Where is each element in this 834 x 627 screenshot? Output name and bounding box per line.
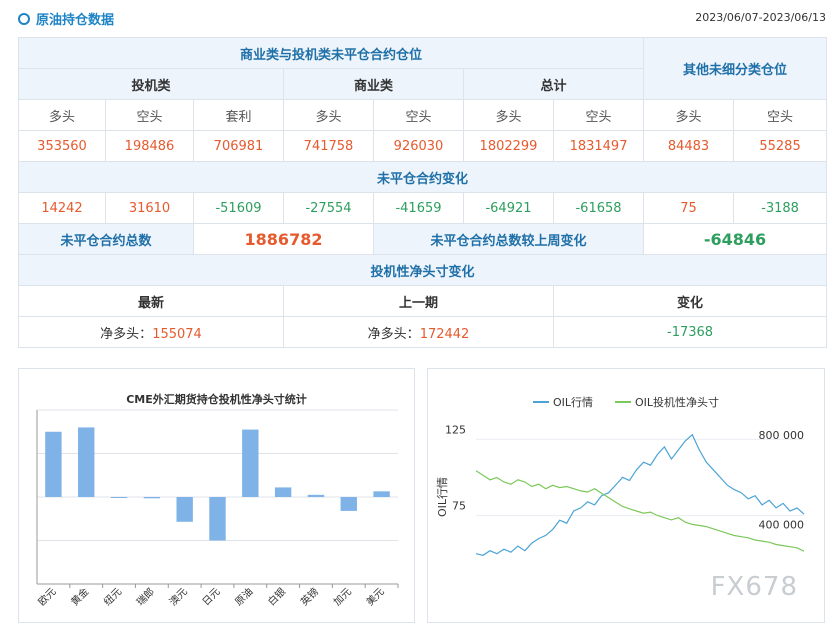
bar-日元	[209, 497, 226, 541]
net-prefix: 净多头：	[367, 326, 420, 342]
bar-澳元	[176, 497, 193, 522]
change-cell: 14242	[18, 192, 106, 224]
other-title: 其他未细分类仓位	[643, 37, 828, 100]
col-header: 套利	[193, 99, 284, 131]
bar-美元	[373, 491, 390, 497]
legend-position[interactable]: OIL投机性净头寸	[615, 394, 719, 410]
x-tick-label: 英镑	[298, 585, 321, 608]
change-cell: -3188	[733, 192, 828, 224]
bar-白银	[274, 487, 292, 497]
y-left-tick: 75	[452, 500, 466, 513]
col-header: 多头	[283, 99, 374, 131]
net-title: 投机性净头寸变化	[17, 254, 828, 286]
bar-chart-panel: CME外汇期货持仓投机性净头寸统计 欧元 黄金 纽元 瑞郎 澳元 日元 原油 白银 英镑 加元 美元	[18, 368, 415, 623]
value-cell: 926030	[373, 130, 464, 162]
col-header: 空头	[105, 99, 194, 131]
col-header: 空头	[552, 99, 645, 131]
net-col-prev: 上一期	[283, 285, 554, 317]
col-header: 空头	[373, 99, 464, 131]
change-cell: -61658	[552, 192, 645, 224]
value-cell: 741758	[283, 130, 374, 162]
watermark: FX678	[710, 572, 798, 602]
value-cell: 353560	[18, 130, 106, 162]
x-tick-label: 黄金	[68, 585, 91, 608]
x-tick-label: 澳元	[166, 585, 189, 608]
net-col-latest: 最新	[18, 285, 284, 317]
change-cell: -27554	[283, 192, 374, 224]
col-header: 多头	[643, 99, 735, 131]
col-header: 多头	[18, 99, 106, 131]
col-header: 多头	[463, 99, 554, 131]
y-left-axis-label: OIL行情	[436, 477, 449, 517]
value-cell: 1831497	[552, 130, 645, 162]
oi-change-value: -64846	[643, 223, 828, 255]
bar-欧元	[45, 431, 62, 497]
legend-price[interactable]: OIL行情	[532, 394, 593, 410]
net-latest-cell: 净多头：155074	[18, 316, 284, 348]
oi-change-label: 未平仓合约总数较上周变化	[372, 223, 645, 255]
title-wrap: 原油持仓数据	[18, 9, 114, 28]
line-chart: 125 75 800 000 400 000 OIL行情	[436, 423, 805, 556]
net-latest-value: 155074	[152, 326, 202, 342]
legend-position-label: OIL投机性净头寸	[635, 396, 720, 409]
bar-瑞郎	[143, 497, 161, 499]
circle-icon	[18, 12, 30, 25]
bar-纽元	[110, 497, 128, 498]
bar-英镑	[307, 494, 325, 497]
comm-label: 商业类	[283, 68, 464, 100]
x-tick-label: 原油	[232, 585, 255, 608]
page-title: 原油持仓数据	[36, 13, 115, 28]
oi-total-value: 1886782	[193, 223, 374, 255]
legend-price-line	[532, 401, 549, 403]
x-tick-label: 瑞郎	[134, 585, 157, 608]
price-line	[475, 433, 805, 556]
page-header: 原油持仓数据 2023/06/07-2023/06/13	[18, 8, 826, 30]
net-prev-cell: 净多头：172442	[283, 316, 554, 348]
value-cell: 706981	[193, 130, 284, 162]
col-header: 空头	[733, 99, 828, 131]
group-title: 商业类与投机类未平仓合约仓位	[17, 37, 645, 69]
line-chart-panel: OIL行情 OIL投机性净头寸 125 75 800 000 400 000 OIL行情…	[427, 368, 825, 623]
date-range: 2023/06/07-2023/06/13	[695, 11, 826, 24]
y-left-tick: 125	[445, 423, 466, 436]
bar-chart: 欧元 黄金 纽元 瑞郎 澳元 日元 原油 白银 英镑 加元 美元	[36, 409, 399, 609]
total-label: 总计	[462, 68, 645, 100]
x-tick-label: 纽元	[101, 585, 124, 608]
oi-total-label: 未平仓合约总数	[18, 223, 194, 255]
y-right-tick: 400 000	[759, 518, 805, 531]
bar-加元	[340, 497, 357, 511]
legend-price-label: OIL行情	[552, 396, 593, 409]
net-col-change: 变化	[552, 285, 828, 317]
net-change-value: -17368	[552, 316, 828, 348]
bar-黄金	[78, 427, 95, 497]
change-cell: -41659	[373, 192, 464, 224]
change-title: 未平仓合约变化	[17, 161, 828, 193]
spec-label: 投机类	[18, 68, 284, 100]
legend-position-line	[615, 401, 631, 403]
change-cell: 31610	[105, 192, 194, 224]
x-tick-label: 加元	[331, 586, 354, 609]
x-tick-label: 日元	[201, 586, 223, 608]
x-tick-label: 欧元	[36, 586, 59, 609]
position-table: 商业类与投机类未平仓合约仓位 其他未细分类仓位 投机类 商业类 总计 多头 空头…	[17, 37, 828, 348]
position-line	[475, 470, 805, 552]
x-tick-label: 白银	[265, 585, 288, 608]
value-cell: 198486	[105, 130, 194, 162]
change-cell: -64921	[463, 192, 554, 224]
value-cell: 55285	[733, 130, 828, 162]
net-prev-value: 172442	[419, 326, 470, 342]
x-tick-label: 美元	[363, 585, 386, 608]
y-right-tick: 800 000	[759, 429, 805, 442]
value-cell: 1802299	[463, 130, 554, 162]
bar-原油	[242, 429, 259, 497]
change-cell: -51609	[193, 192, 284, 224]
value-cell: 84483	[643, 130, 735, 162]
line-legend: OIL行情 OIL投机性净头寸	[428, 394, 824, 410]
bar-chart-title: CME外汇期货持仓投机性净头寸统计	[126, 393, 307, 406]
change-cell: 75	[643, 192, 735, 224]
net-prefix: 净多头：	[100, 326, 153, 342]
